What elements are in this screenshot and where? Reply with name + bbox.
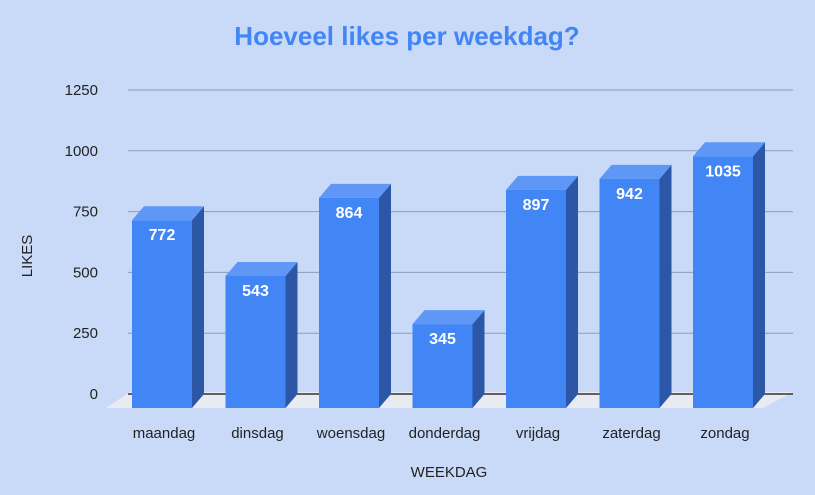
x-tick-label: dinsdag: [231, 425, 284, 442]
bar-side: [753, 142, 765, 408]
data-label: 897: [523, 197, 550, 214]
data-label: 345: [429, 331, 456, 348]
bar-front: [599, 178, 660, 408]
bar: 897: [506, 175, 578, 408]
y-tick-label: 500: [73, 264, 98, 281]
bar-top: [132, 206, 204, 221]
bar-side: [472, 310, 485, 408]
x-tick-label: zaterdag: [602, 425, 660, 442]
bar-side: [659, 164, 672, 408]
y-tick-label: 0: [90, 386, 98, 403]
bar-side: [566, 175, 578, 408]
y-axis-title: LIKES: [19, 235, 36, 278]
x-tick-label: woensdag: [316, 425, 385, 442]
bar-front: [319, 197, 379, 408]
data-label: 1035: [705, 163, 741, 180]
bar-front: [225, 275, 286, 408]
bar-side: [192, 206, 204, 408]
bar-side: [285, 261, 298, 408]
chart-title: Hoeveel likes per weekdag?: [234, 21, 579, 51]
data-label: 772: [149, 227, 176, 244]
x-tick-label: donderdag: [409, 425, 481, 442]
x-tick-label: maandag: [133, 425, 196, 442]
bar: 543: [225, 261, 298, 408]
bar-top: [225, 261, 298, 276]
x-tick-label: vrijdag: [516, 425, 560, 442]
bar-top: [599, 164, 672, 179]
y-tick-label: 1000: [65, 143, 98, 160]
y-tick-label: 250: [73, 325, 98, 342]
bar-front: [412, 324, 473, 408]
data-label: 543: [242, 283, 269, 300]
x-tick-label: zondag: [700, 425, 749, 442]
x-axis-title: WEEKDAG: [411, 464, 488, 481]
bar: 772: [132, 206, 204, 408]
data-label: 942: [616, 186, 643, 203]
bar-top: [693, 142, 765, 157]
bar-front: [506, 189, 566, 408]
bar: 942: [599, 164, 672, 408]
bar-front: [132, 220, 192, 408]
bar-top: [506, 175, 578, 190]
bars: 772 543 864 345 897 942 1035: [132, 142, 765, 408]
bar-top: [319, 183, 391, 198]
axis-labels: 0 250 500 750 1000 1250 maandag dinsdag woensdag…: [65, 82, 750, 442]
data-label: 864: [336, 205, 363, 222]
y-tick-label: 1250: [65, 82, 98, 99]
bar-front: [693, 156, 753, 408]
y-tick-label: 750: [73, 204, 98, 221]
bar-top: [412, 310, 485, 325]
bar: 1035: [693, 142, 765, 408]
bar-side: [379, 183, 391, 408]
bar: 864: [319, 183, 391, 408]
bar: 345: [412, 310, 485, 408]
